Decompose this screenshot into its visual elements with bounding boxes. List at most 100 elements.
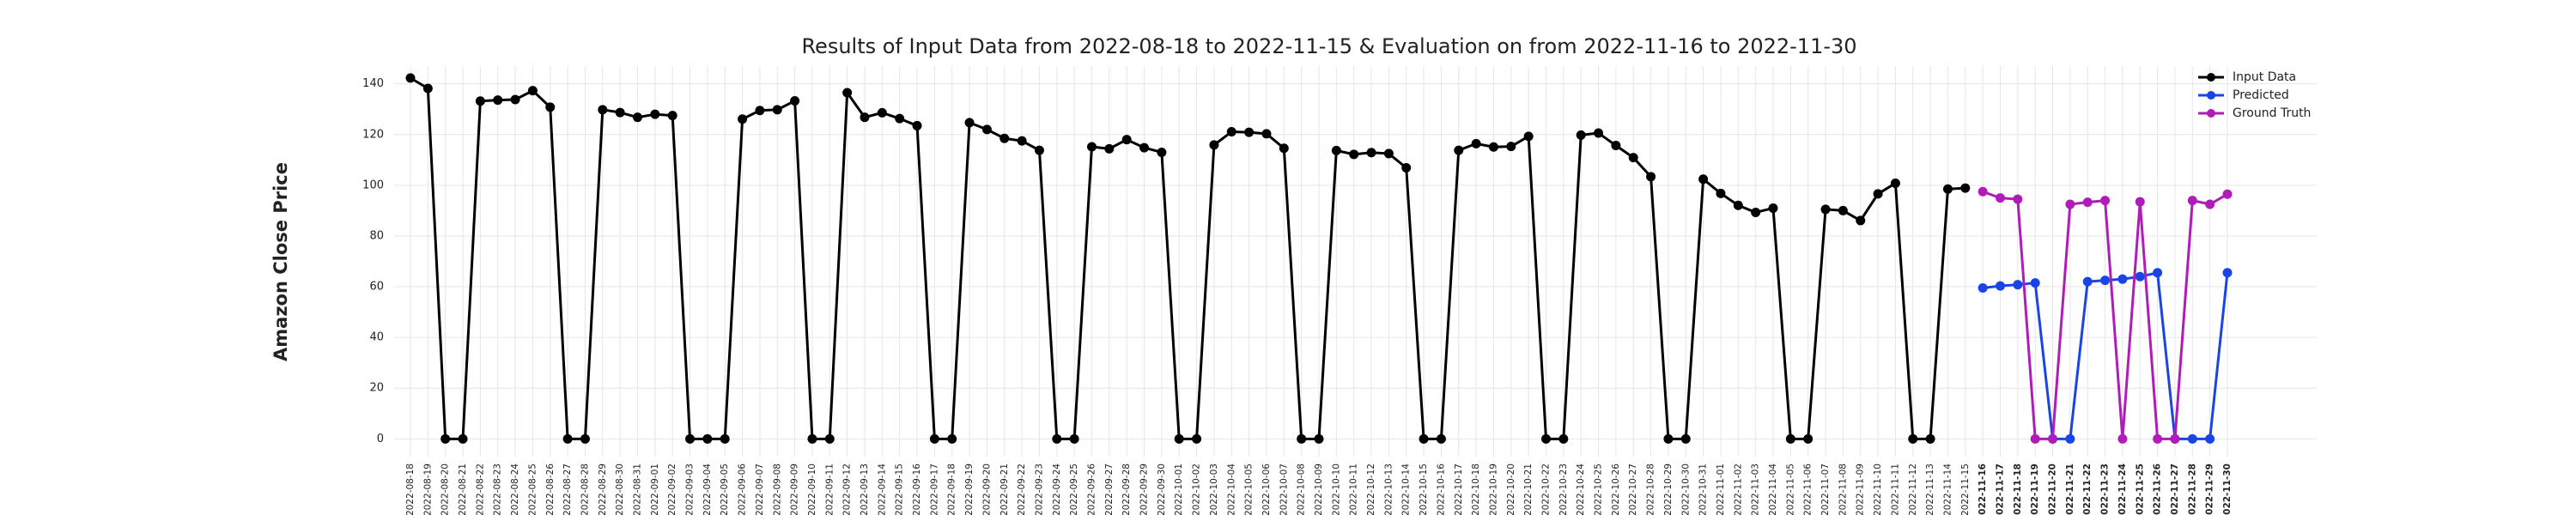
data-point xyxy=(1996,281,2005,291)
data-point xyxy=(1034,145,1044,155)
data-point xyxy=(1716,188,1726,198)
x-tick-label: 2022-11-10 xyxy=(1873,464,1883,515)
data-point xyxy=(1314,433,1324,444)
data-point xyxy=(598,105,608,115)
data-point xyxy=(405,73,416,83)
data-point xyxy=(1856,215,1866,226)
data-point xyxy=(2082,276,2093,287)
x-tick-label: 2022-11-17 xyxy=(1996,464,2006,515)
x-tick-label: 2022-10-04 xyxy=(1226,464,1236,515)
data-point xyxy=(1925,433,1935,444)
y-tick-label: 100 xyxy=(362,179,384,191)
data-point xyxy=(2222,268,2233,278)
data-point xyxy=(772,105,782,115)
data-point xyxy=(2065,433,2075,444)
data-point xyxy=(1751,207,1761,217)
x-tick-label: 2022-09-20 xyxy=(981,464,992,515)
y-axis-label: Amazon Close Price xyxy=(270,162,291,361)
x-tick-label: 2022-11-28 xyxy=(2187,464,2197,515)
data-point xyxy=(1401,162,1412,173)
data-point xyxy=(790,95,800,106)
x-tick-label: 2022-10-14 xyxy=(1401,464,1412,515)
x-tick-label: 2022-11-05 xyxy=(1785,464,1795,515)
x-tick-label: 2022-10-18 xyxy=(1471,464,1481,515)
data-point xyxy=(1052,433,1062,444)
y-tick-label: 80 xyxy=(369,229,384,242)
x-tick-label: 2022-09-14 xyxy=(877,464,887,515)
x-tick-label: 2022-09-09 xyxy=(790,464,800,515)
data-point xyxy=(1104,143,1115,154)
data-point xyxy=(2117,274,2128,284)
legend-marker xyxy=(2207,73,2215,82)
data-point xyxy=(1121,135,1132,145)
data-point xyxy=(1698,174,1709,185)
data-point xyxy=(1506,142,1516,152)
x-tick-label: 2022-11-12 xyxy=(1908,464,1918,515)
x-tick-label: 2022-10-09 xyxy=(1314,464,1324,515)
x-tick-label: 2022-08-29 xyxy=(598,464,608,515)
x-tick-label: 2022-09-15 xyxy=(895,464,905,515)
x-tick-label: 2022-09-29 xyxy=(1139,464,1150,515)
x-tick-label: 2022-10-08 xyxy=(1297,464,1307,515)
x-tick-label: 2022-10-31 xyxy=(1698,464,1709,515)
x-tick-label: 2022-09-05 xyxy=(720,464,730,515)
x-tick-label: 2022-09-28 xyxy=(1121,464,1132,515)
x-tick-label: 2022-11-09 xyxy=(1856,464,1866,515)
x-tick-label: 2022-10-23 xyxy=(1558,464,1569,515)
x-tick-label: 2022-11-21 xyxy=(2065,464,2075,515)
x-tick-label: 2022-08-23 xyxy=(493,464,503,515)
data-point xyxy=(493,95,503,106)
data-point xyxy=(1226,127,1236,137)
data-point xyxy=(1908,433,1918,444)
x-tick-label: 2022-11-07 xyxy=(1820,464,1831,515)
x-tick-label: 2022-09-10 xyxy=(807,464,817,515)
x-tick-label: 2022-10-10 xyxy=(1331,464,1341,515)
data-point xyxy=(2187,433,2197,444)
x-tick-label: 2022-10-17 xyxy=(1454,464,1464,515)
data-point xyxy=(562,433,573,444)
x-tick-label: 2022-08-30 xyxy=(615,464,625,515)
data-point xyxy=(1558,433,1569,444)
data-point xyxy=(2100,276,2111,286)
data-point xyxy=(947,433,957,444)
x-tick-label: 2022-11-30 xyxy=(2222,464,2233,515)
x-tick-label: 2022-09-25 xyxy=(1069,464,1079,515)
data-point xyxy=(807,433,817,444)
data-point xyxy=(2135,197,2145,207)
data-point xyxy=(2013,194,2023,204)
data-point xyxy=(1454,145,1464,155)
data-point xyxy=(1663,433,1674,444)
data-point xyxy=(964,118,975,128)
data-point xyxy=(527,86,538,96)
data-point xyxy=(2205,199,2215,209)
x-tick-label: 2022-11-08 xyxy=(1838,464,1848,515)
x-tick-label: 2022-09-03 xyxy=(685,464,696,515)
x-tick-label: 2022-11-14 xyxy=(1942,464,1953,515)
x-tick-label: 2022-11-22 xyxy=(2082,464,2093,515)
data-point xyxy=(929,433,939,444)
x-tick-label: 2022-09-13 xyxy=(860,464,870,515)
data-point xyxy=(1209,140,1219,150)
data-point xyxy=(458,433,468,444)
x-tick-label: 2022-09-16 xyxy=(912,464,922,515)
data-point xyxy=(1803,433,1814,444)
legend-label: Predicted xyxy=(2233,88,2289,102)
data-point xyxy=(1488,142,1498,152)
x-tick-label: 2022-10-07 xyxy=(1279,464,1289,515)
data-point xyxy=(1628,153,1638,163)
x-tick-label: 2022-09-26 xyxy=(1087,464,1097,515)
data-point xyxy=(1523,131,1534,142)
x-tick-label: 2022-09-02 xyxy=(667,464,677,515)
data-point xyxy=(2170,433,2180,444)
x-tick-label: 2022-09-01 xyxy=(650,464,660,515)
x-tick-label: 2022-09-27 xyxy=(1104,464,1115,515)
x-tick-label: 2022-10-01 xyxy=(1174,464,1184,515)
x-tick-label: 2022-10-11 xyxy=(1349,464,1359,515)
data-point xyxy=(842,88,853,98)
data-point xyxy=(2222,189,2233,199)
x-tick-label: 2022-10-15 xyxy=(1419,464,1429,515)
x-tick-label: 2022-08-27 xyxy=(562,464,573,515)
data-point xyxy=(755,106,765,116)
data-point xyxy=(1139,142,1150,153)
x-tick-label: 2022-11-15 xyxy=(1960,464,1971,515)
